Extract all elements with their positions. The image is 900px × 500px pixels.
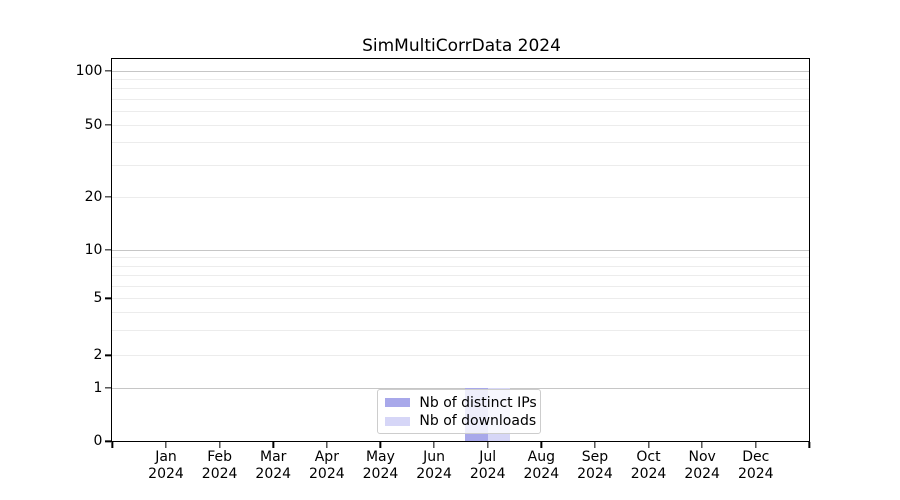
plot-area: Nb of distinct IPs Nb of downloads 100 50… <box>76 58 811 482</box>
gridline-minor <box>112 274 810 276</box>
y-tick-mark <box>105 124 112 126</box>
gridline-minor <box>112 196 810 198</box>
gridline-minor <box>112 265 810 267</box>
x-tick-mark <box>755 442 757 449</box>
x-tick-label: Mar 2024 <box>255 449 292 483</box>
y-tick-mark <box>105 249 112 251</box>
x-tick-mark <box>326 442 328 449</box>
y-tick-label: 50 <box>84 116 103 133</box>
x-tick-label: Dec 2024 <box>737 449 774 483</box>
legend: Nb of distinct IPs Nb of downloads <box>377 389 542 435</box>
legend-label-downloads: Nb of downloads <box>419 413 537 430</box>
y-tick-label: 100 <box>75 62 103 79</box>
x-tick-label: Jun 2024 <box>416 449 452 483</box>
x-tick-label: Oct 2024 <box>630 449 667 483</box>
y-tick-mark <box>105 196 112 198</box>
x-tick-mark <box>272 442 274 449</box>
y-tick-label: 5 <box>93 290 103 307</box>
x-tick-label: Nov 2024 <box>684 449 720 483</box>
x-tick-mark <box>594 442 596 449</box>
y-tick-label: 20 <box>84 188 103 205</box>
legend-item-distinct-ips: Nb of distinct IPs <box>385 394 537 411</box>
y-tick-label: 0 <box>93 433 103 450</box>
x-tick-mark <box>701 442 703 449</box>
x-tick-mark <box>165 442 167 449</box>
gridline-major <box>112 70 810 72</box>
gridline-minor <box>112 164 810 166</box>
y-tick-label: 2 <box>93 347 103 364</box>
x-tick-mark <box>111 442 114 449</box>
y-tick-mark <box>105 297 112 300</box>
gridline-minor <box>112 257 810 259</box>
y-tick-mark <box>105 354 112 357</box>
x-tick-mark <box>808 442 811 449</box>
x-tick-mark <box>487 442 489 449</box>
gridline-minor <box>112 330 810 332</box>
gridline-minor <box>112 88 810 90</box>
x-tick-label: Jul 2024 <box>469 449 506 483</box>
x-tick-mark <box>540 442 542 449</box>
legend-label-distinct-ips: Nb of distinct IPs <box>419 394 537 411</box>
x-tick-mark <box>379 442 382 449</box>
legend-item-downloads: Nb of downloads <box>385 413 537 430</box>
gridline-minor <box>112 355 810 357</box>
gridline-minor <box>112 298 810 300</box>
gridline-minor <box>112 78 810 80</box>
y-tick-mark <box>105 70 112 72</box>
x-tick-label: Sep 2024 <box>577 449 613 483</box>
chart-title: SimMultiCorrData 2024 <box>362 36 561 56</box>
y-tick-mark <box>105 440 112 443</box>
x-tick-label: Jan 2024 <box>148 449 184 483</box>
gridline-minor <box>112 142 810 144</box>
y-tick-label: 10 <box>84 242 103 259</box>
legend-swatch-distinct-ips-icon <box>385 398 411 408</box>
x-tick-mark <box>647 442 650 449</box>
gridline-minor <box>112 124 810 126</box>
x-tick-mark <box>218 442 221 449</box>
x-tick-label: Apr 2024 <box>309 449 345 483</box>
gridline-minor <box>112 110 810 112</box>
x-tick-label: May 2024 <box>362 449 399 483</box>
gridline-minor <box>112 98 810 100</box>
x-tick-label: Feb 2024 <box>201 449 238 483</box>
y-tick-mark <box>105 387 112 389</box>
legend-swatch-downloads-icon <box>385 416 411 426</box>
y-tick-label: 1 <box>93 380 103 397</box>
x-tick-label: Aug 2024 <box>523 449 560 483</box>
gridline-minor <box>112 285 810 287</box>
gridline-major <box>112 250 810 252</box>
x-tick-mark <box>433 442 435 449</box>
gridline-minor <box>112 312 810 314</box>
